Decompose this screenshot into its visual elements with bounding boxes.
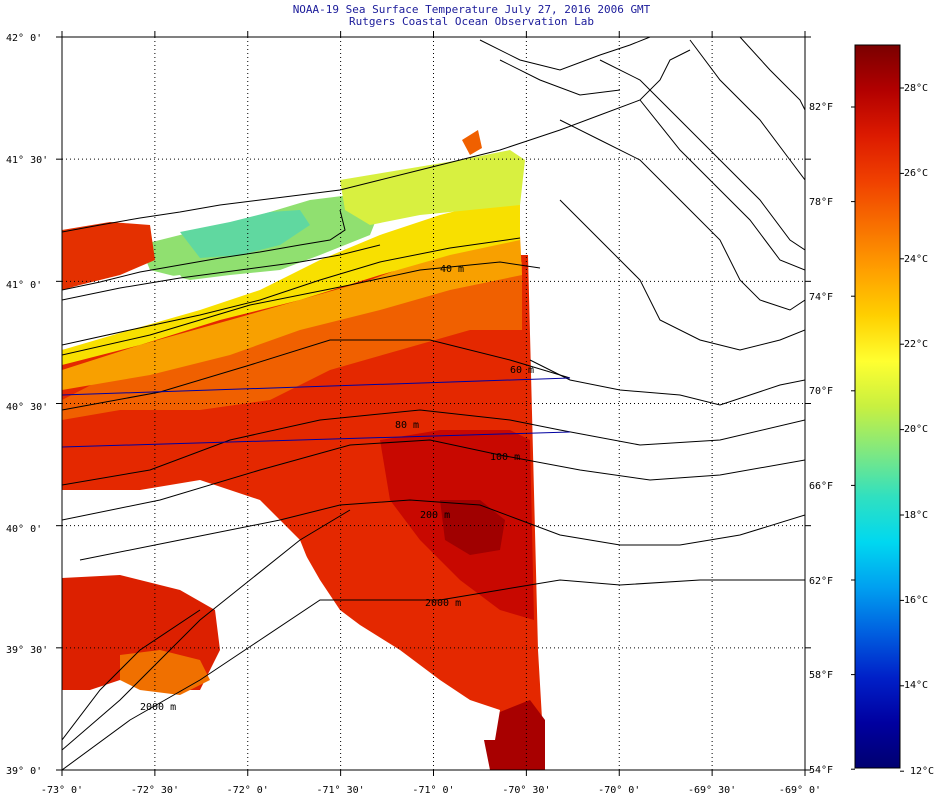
colorbar-celsius-label: 14°C (904, 680, 928, 691)
colorbar-fahrenheit-label: 74°F (809, 292, 833, 303)
colorbar-celsius-label: 18°C (904, 510, 928, 521)
colorbar-celsius-label: 24°C (904, 254, 928, 265)
lon-tick-label: -73° 0' (41, 785, 83, 796)
frame-ticks (56, 31, 811, 776)
lon-axis: -73° 0' -72° 30' -72° 0' -71° 30' -71° 0… (41, 785, 821, 796)
chart-title: NOAA-19 Sea Surface Temperature July 27,… (292, 3, 651, 16)
colorbar-fahrenheit-label: 66°F (809, 481, 833, 492)
lat-tick-label: 41° 30' (6, 155, 48, 166)
colorbar: 28°C 26°C 24°C 22°C 20°C 18°C 16°C 14°C … (809, 44, 934, 777)
isobath-label: 2000 m (425, 598, 461, 609)
lat-axis: 42° 0' 41° 30' 41° 0' 40° 30' 40° 0' 39°… (6, 33, 48, 777)
lat-tick-label: 41° 0' (6, 280, 42, 291)
colorbar-celsius-label: 22°C (904, 339, 928, 350)
colorbar-celsius-label: 12°C (910, 766, 934, 777)
colorbar-scale (854, 44, 901, 769)
isobath-label: 40 m (440, 264, 464, 275)
lat-tick-label: 40° 30' (6, 402, 48, 413)
isobath-label: 200 m (420, 510, 450, 521)
bathymetry-contours (62, 37, 805, 770)
colorbar-fahrenheit-label: 78°F (809, 197, 833, 208)
colorbar-celsius-label: 16°C (904, 595, 928, 606)
colorbar-fahrenheit-label: 58°F (809, 670, 833, 681)
colorbar-fahrenheit-label: 54°F (809, 765, 833, 776)
colorbar-celsius-label: 28°C (904, 83, 928, 94)
lat-tick-label: 40° 0' (6, 524, 42, 535)
lon-tick-label: -71° 30' (317, 785, 365, 796)
chart-subtitle: Rutgers Coastal Ocean Observation Lab (348, 15, 595, 28)
lat-tick-label: 42° 0' (6, 33, 42, 44)
colorbar-celsius-label: 26°C (904, 168, 928, 179)
sst-field (62, 130, 545, 770)
isobath-label: 100 m (490, 452, 520, 463)
lon-tick-label: -72° 0' (227, 785, 269, 796)
lat-tick-label: 39° 0' (6, 766, 42, 777)
lon-tick-label: -70° 0' (598, 785, 640, 796)
lon-tick-label: -72° 30' (131, 785, 179, 796)
colorbar-celsius-label: 20°C (904, 424, 928, 435)
isobath-label: 80 m (395, 420, 419, 431)
colorbar-fahrenheit-label: 62°F (809, 576, 833, 587)
lon-tick-label: -71° 0' (412, 785, 454, 796)
isobath-labels: 40 m 60 m 80 m 100 m 200 m 2000 m 2000 m (140, 264, 534, 713)
colorbar-fahrenheit-label: 70°F (809, 386, 833, 397)
lon-tick-label: -69° 30' (688, 785, 736, 796)
lat-tick-label: 39° 30' (6, 645, 48, 656)
isobath-label: 2000 m (140, 702, 176, 713)
isobath-label: 60 m (510, 365, 534, 376)
colorbar-fahrenheit-label: 82°F (809, 102, 833, 113)
lon-tick-label: -69° 0' (779, 785, 821, 796)
lon-tick-label: -70° 30' (502, 785, 550, 796)
